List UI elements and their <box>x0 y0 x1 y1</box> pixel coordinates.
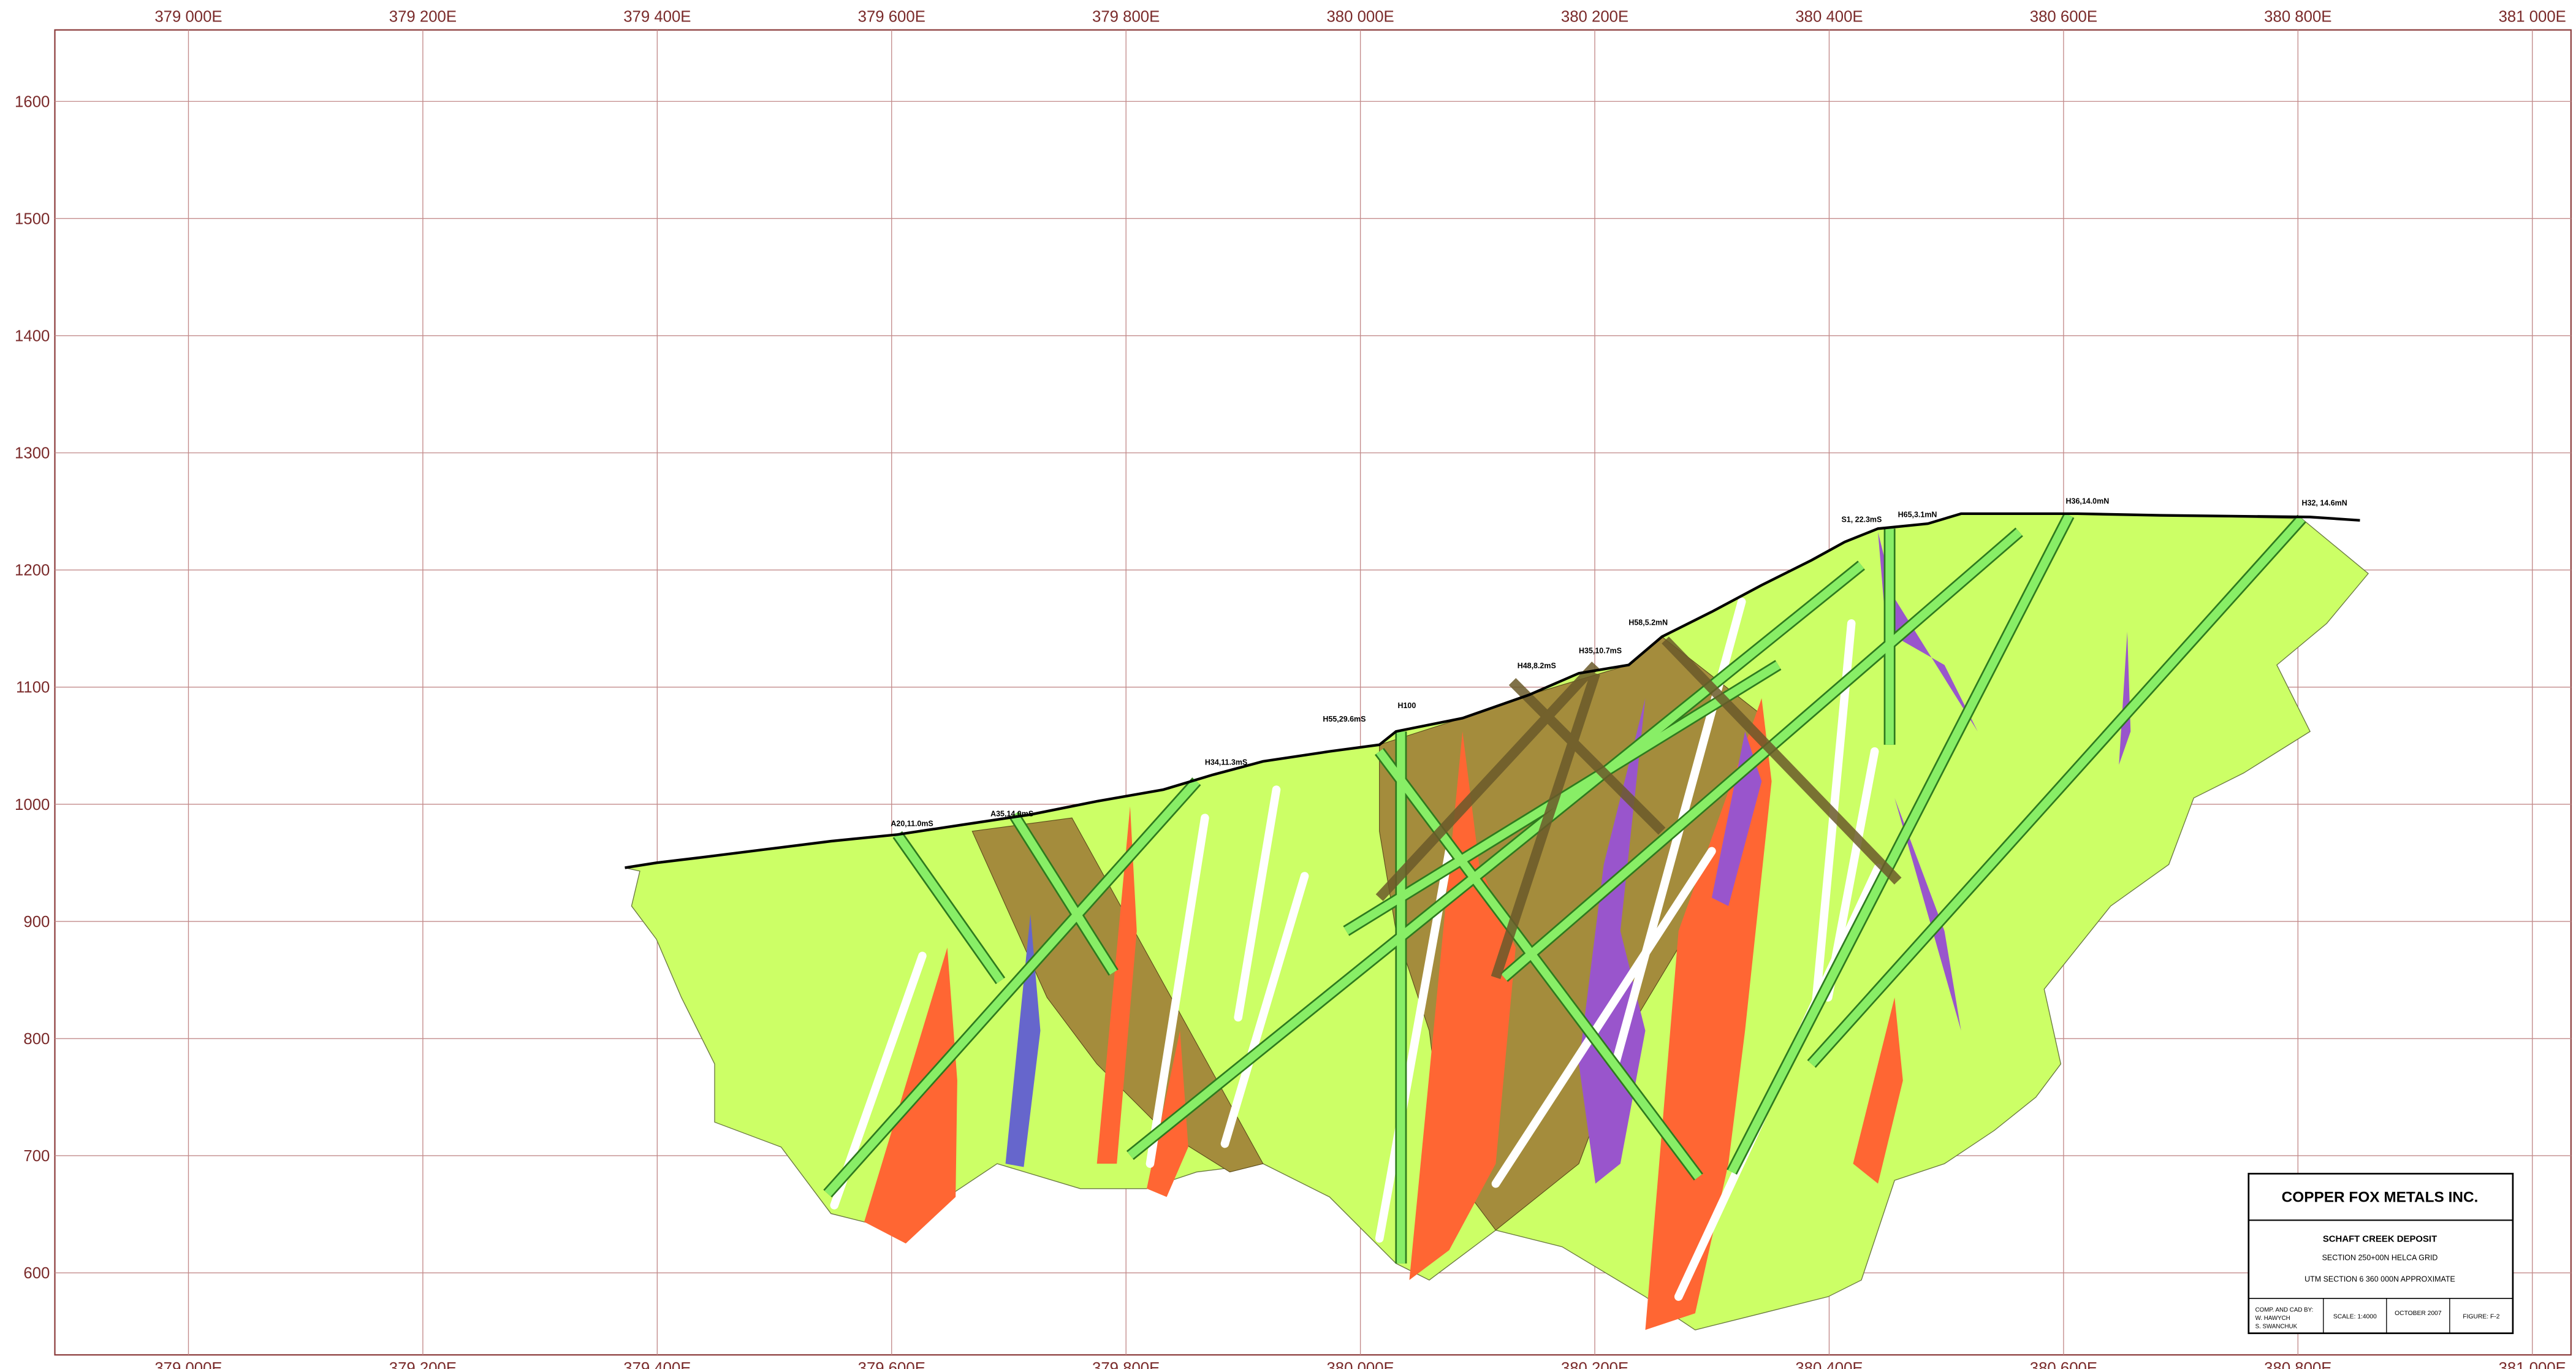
elevation-label: 600 <box>23 1265 50 1282</box>
easting-label: 380 600E <box>2030 8 2097 25</box>
easting-label: 380 000E <box>1326 1360 1394 1369</box>
elevation-label: 900 <box>23 913 50 931</box>
drill-hole-label: S1, 22.3mS <box>1841 515 1882 524</box>
scale: SCALE: 1:4000 <box>2333 1313 2377 1320</box>
easting-label: 379 200E <box>389 1360 457 1369</box>
title-block: COPPER FOX METALS INC. SCHAFT CREEK DEPO… <box>2249 1173 2513 1333</box>
easting-label: 379 600E <box>858 8 925 25</box>
easting-label: 381 000E <box>2499 8 2566 25</box>
drill-hole-label: H34,11.3mS <box>1205 758 1247 766</box>
drill-hole-label: H36,14.0mN <box>2066 497 2110 506</box>
elevation-label: 700 <box>23 1148 50 1165</box>
drill-hole-label: H100 <box>1397 701 1416 710</box>
page: {"map": { "xlim": [378886, 381033], "yli… <box>0 0 2576 1369</box>
elevation-label: 1300 <box>15 445 50 462</box>
easting-label: 379 000E <box>154 8 222 25</box>
figure: FIGURE: F-2 <box>2463 1313 2499 1320</box>
easting-label: 380 800E <box>2264 1360 2331 1369</box>
easting-label: 379 000E <box>154 1360 222 1369</box>
easting-label: 380 800E <box>2264 8 2331 25</box>
credits: W. HAWYCH <box>2255 1315 2290 1322</box>
section: SECTION 250+00N HELCA GRID <box>2322 1253 2438 1262</box>
section-map: 379 000E 379 000E 379 200E 379 200E 379 400E… <box>0 0 2576 1369</box>
date: OCTOBER 2007 <box>2395 1310 2442 1317</box>
easting-label: 379 400E <box>623 8 691 25</box>
easting-label: 380 400E <box>1795 8 1863 25</box>
elevation-label: 1400 <box>15 327 50 345</box>
drill-hole-label: H32, 14.6mN <box>2302 498 2347 507</box>
elevation-label: 1600 <box>15 93 50 110</box>
drill-hole-label: H48,8.2mS <box>1518 662 1556 670</box>
drill-hole-label: H58,5.2mN <box>1628 619 1668 627</box>
elevation-label: 800 <box>23 1031 50 1048</box>
elevation-label: 1500 <box>15 210 50 227</box>
utm: UTM SECTION 6 360 000N APPROXIMATE <box>2304 1275 2455 1284</box>
drill-hole-label: H35,10.7mS <box>1579 647 1622 655</box>
easting-label: 379 800E <box>1092 1360 1160 1369</box>
easting-label: 379 400E <box>623 1360 691 1369</box>
drill-hole-label: H55,29.6mS <box>1323 715 1366 723</box>
drill-hole-label: H65,3.1mN <box>1898 510 1937 519</box>
drill-hole-label: A20,11.0mS <box>891 820 933 828</box>
elevation-label: 1100 <box>16 679 50 696</box>
easting-label: 380 200E <box>1561 1360 1628 1369</box>
company: COPPER FOX METALS INC. <box>2282 1189 2479 1205</box>
easting-label: 380 400E <box>1795 1360 1863 1369</box>
elevation-label: 1200 <box>15 562 50 579</box>
easting-label: 379 600E <box>858 1360 925 1369</box>
easting-label: 380 000E <box>1326 8 1394 25</box>
easting-label: 379 800E <box>1092 8 1160 25</box>
credits: COMP. AND CAD BY: <box>2255 1306 2314 1313</box>
elevation-label: 1000 <box>15 796 50 814</box>
easting-label: 381 000E <box>2499 1360 2566 1369</box>
easting-label: 379 200E <box>389 8 457 25</box>
credits: S. SWANCHUK <box>2255 1324 2298 1330</box>
deposit: SCHAFT CREEK DEPOSIT <box>2323 1235 2437 1245</box>
drill-hole-label: A35,14.0mS <box>990 809 1033 818</box>
easting-label: 380 600E <box>2030 1360 2097 1369</box>
easting-label: 380 200E <box>1561 8 1628 25</box>
